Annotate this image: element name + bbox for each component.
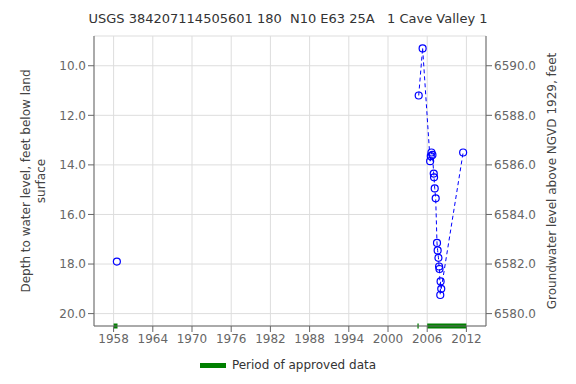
svg-text:6588.0: 6588.0: [494, 109, 536, 123]
svg-text:1976: 1976: [216, 332, 247, 346]
svg-text:18.0: 18.0: [59, 257, 86, 271]
svg-text:1964: 1964: [138, 332, 169, 346]
svg-text:20.0: 20.0: [59, 307, 86, 321]
svg-text:2000: 2000: [373, 332, 404, 346]
svg-text:6584.0: 6584.0: [494, 208, 536, 222]
svg-text:2012: 2012: [451, 332, 482, 346]
svg-text:16.0: 16.0: [59, 208, 86, 222]
svg-text:2006: 2006: [412, 332, 443, 346]
svg-text:10.0: 10.0: [59, 59, 86, 73]
svg-text:1970: 1970: [177, 332, 208, 346]
svg-text:6590.0: 6590.0: [494, 59, 536, 73]
svg-text:6580.0: 6580.0: [494, 307, 536, 321]
html-text:Period of approved data: Period of approved data: [231, 358, 377, 372]
svg-text:1988: 1988: [294, 332, 325, 346]
svg-text:14.0: 14.0: [59, 158, 86, 172]
html-text:USGS 384207114505601 180 N10 E: USGS 384207114505601 180 N10 E63 25A 1 C…: [88, 11, 488, 26]
svg-text:Groundwater level above NGVD 1: Groundwater level above NGVD 1929, feet: [545, 52, 559, 309]
svg-text:1982: 1982: [255, 332, 286, 346]
svg-text:Depth to water level, feet bel: Depth to water level, feet below landsur…: [19, 69, 47, 292]
svg-text:1958: 1958: [98, 332, 129, 346]
svg-text:6582.0: 6582.0: [494, 257, 536, 271]
svg-text:1994: 1994: [334, 332, 365, 346]
svg-text:6586.0: 6586.0: [494, 158, 536, 172]
svg-text:12.0: 12.0: [59, 109, 86, 123]
